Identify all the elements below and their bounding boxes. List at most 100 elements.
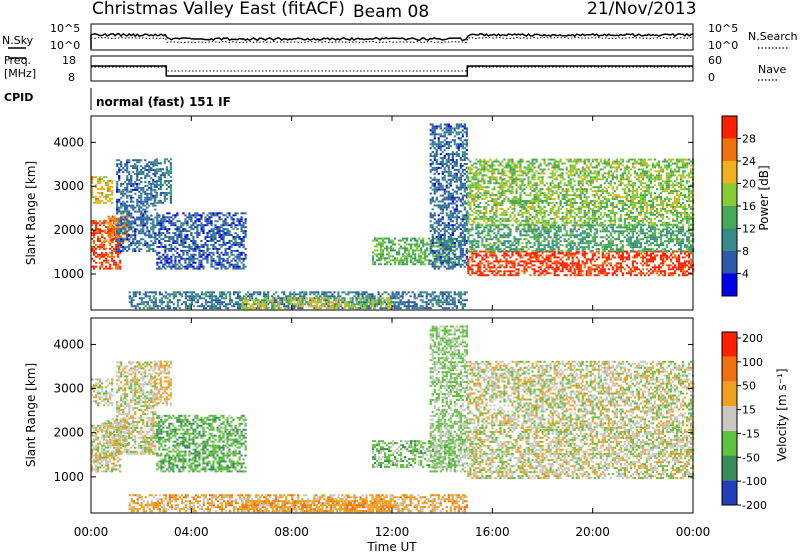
scatter-cell [232, 291, 236, 294]
scatter-cell [659, 256, 663, 259]
scatter-cell [273, 299, 276, 302]
scatter-cell [443, 166, 446, 169]
scatter-cell [194, 239, 197, 242]
scatter-cell [99, 267, 102, 270]
scatter-cell [212, 234, 215, 237]
scatter-cell [535, 270, 538, 273]
scatter-cell [457, 243, 460, 246]
scatter-cell [437, 232, 440, 235]
scatter-cell [230, 299, 234, 302]
scatter-cell [251, 305, 254, 308]
scatter-cell [645, 262, 649, 265]
scatter-cell [493, 248, 496, 251]
scatter-cell [465, 129, 468, 132]
scatter-cell [395, 293, 398, 296]
scatter-cell [245, 297, 248, 300]
scatter-cell [408, 253, 411, 256]
scatter-cell [557, 250, 560, 253]
scatter-cell [413, 297, 416, 300]
scatter-cell [313, 305, 316, 308]
scatter-cell [196, 232, 199, 235]
scatter-cell [222, 301, 226, 304]
scatter-cell [503, 274, 506, 277]
scatter-cell [122, 200, 125, 203]
scatter-cell [168, 238, 171, 240]
scatter-cell [463, 243, 466, 246]
scatter-cell [349, 301, 352, 304]
scatter-cell [379, 237, 383, 240]
scatter-cell [449, 245, 452, 248]
scatter-cell [487, 248, 490, 251]
scatter-cell [218, 293, 222, 296]
scatter-cell [391, 295, 394, 298]
scatter-cell [447, 129, 450, 132]
scatter-cell [190, 232, 193, 235]
scatter-cell [158, 265, 161, 268]
scatter-cell [463, 226, 466, 229]
scatter-cell [463, 218, 466, 221]
scatter-cell [156, 216, 159, 219]
scatter-cell [555, 266, 558, 269]
scatter-cell [240, 238, 243, 240]
scatter-cell [297, 293, 300, 296]
scatter-cell [91, 222, 94, 225]
scatter-cell [661, 264, 665, 267]
scatter-cell [107, 184, 110, 187]
scatter-cell [99, 180, 102, 183]
scatter-cell [469, 230, 472, 233]
scatter-cell [152, 161, 155, 164]
scatter-cell [595, 258, 598, 261]
scatter-cell [485, 238, 488, 241]
scatter-cell [557, 256, 560, 259]
scatter-cell [553, 254, 556, 257]
scatter-cell [391, 291, 394, 294]
scatter-cell [459, 239, 462, 242]
scatter-cell [118, 200, 121, 203]
scatter-cell [148, 165, 151, 168]
scatter-cell [557, 252, 560, 255]
scatter-cell [111, 245, 114, 248]
scatter-cell [166, 261, 169, 264]
scatter-cell [369, 293, 372, 296]
scatter-cell [275, 297, 278, 300]
scatter-cell [257, 303, 260, 306]
scatter-cell [192, 236, 195, 239]
scatter-cell [142, 171, 145, 174]
scatter-cell [168, 305, 171, 308]
scatter-cell [416, 243, 419, 246]
scatter-cell [543, 260, 546, 263]
scatter-cell [267, 307, 270, 310]
scatter-cell [433, 133, 436, 136]
scatter-cell [451, 245, 454, 248]
scatter-cell [116, 184, 119, 187]
scatter-cell [188, 243, 191, 246]
scatter-cell [631, 264, 634, 267]
scatter-cell [449, 249, 452, 252]
scatter-cell [160, 301, 163, 304]
scatter-cell [581, 252, 584, 255]
scatter-cell [212, 230, 215, 233]
scatter-cell [461, 247, 464, 250]
scatter-cell [341, 307, 344, 310]
scatter-cell [545, 256, 548, 259]
scatter-cell [493, 254, 496, 257]
scatter-cell [162, 307, 165, 310]
scatter-cell [573, 262, 576, 265]
scatter-cell [192, 261, 195, 264]
scatter-cell [431, 151, 434, 154]
scatter-cell [138, 230, 141, 233]
scatter-cell [663, 256, 667, 259]
scatter-cell [206, 257, 209, 260]
scatter-cell [457, 239, 460, 242]
scatter-cell [422, 257, 425, 260]
scatter-cell [371, 297, 374, 300]
scatter-cell [99, 245, 102, 248]
scatter-cell [443, 198, 446, 201]
scatter-cell [436, 239, 439, 242]
scatter-cell [198, 218, 201, 221]
scatter-cell [449, 214, 452, 217]
scatter-cell [226, 232, 229, 235]
scatter-cell [196, 230, 199, 233]
scatter-cell [575, 262, 578, 265]
scatter-cell [180, 257, 183, 260]
